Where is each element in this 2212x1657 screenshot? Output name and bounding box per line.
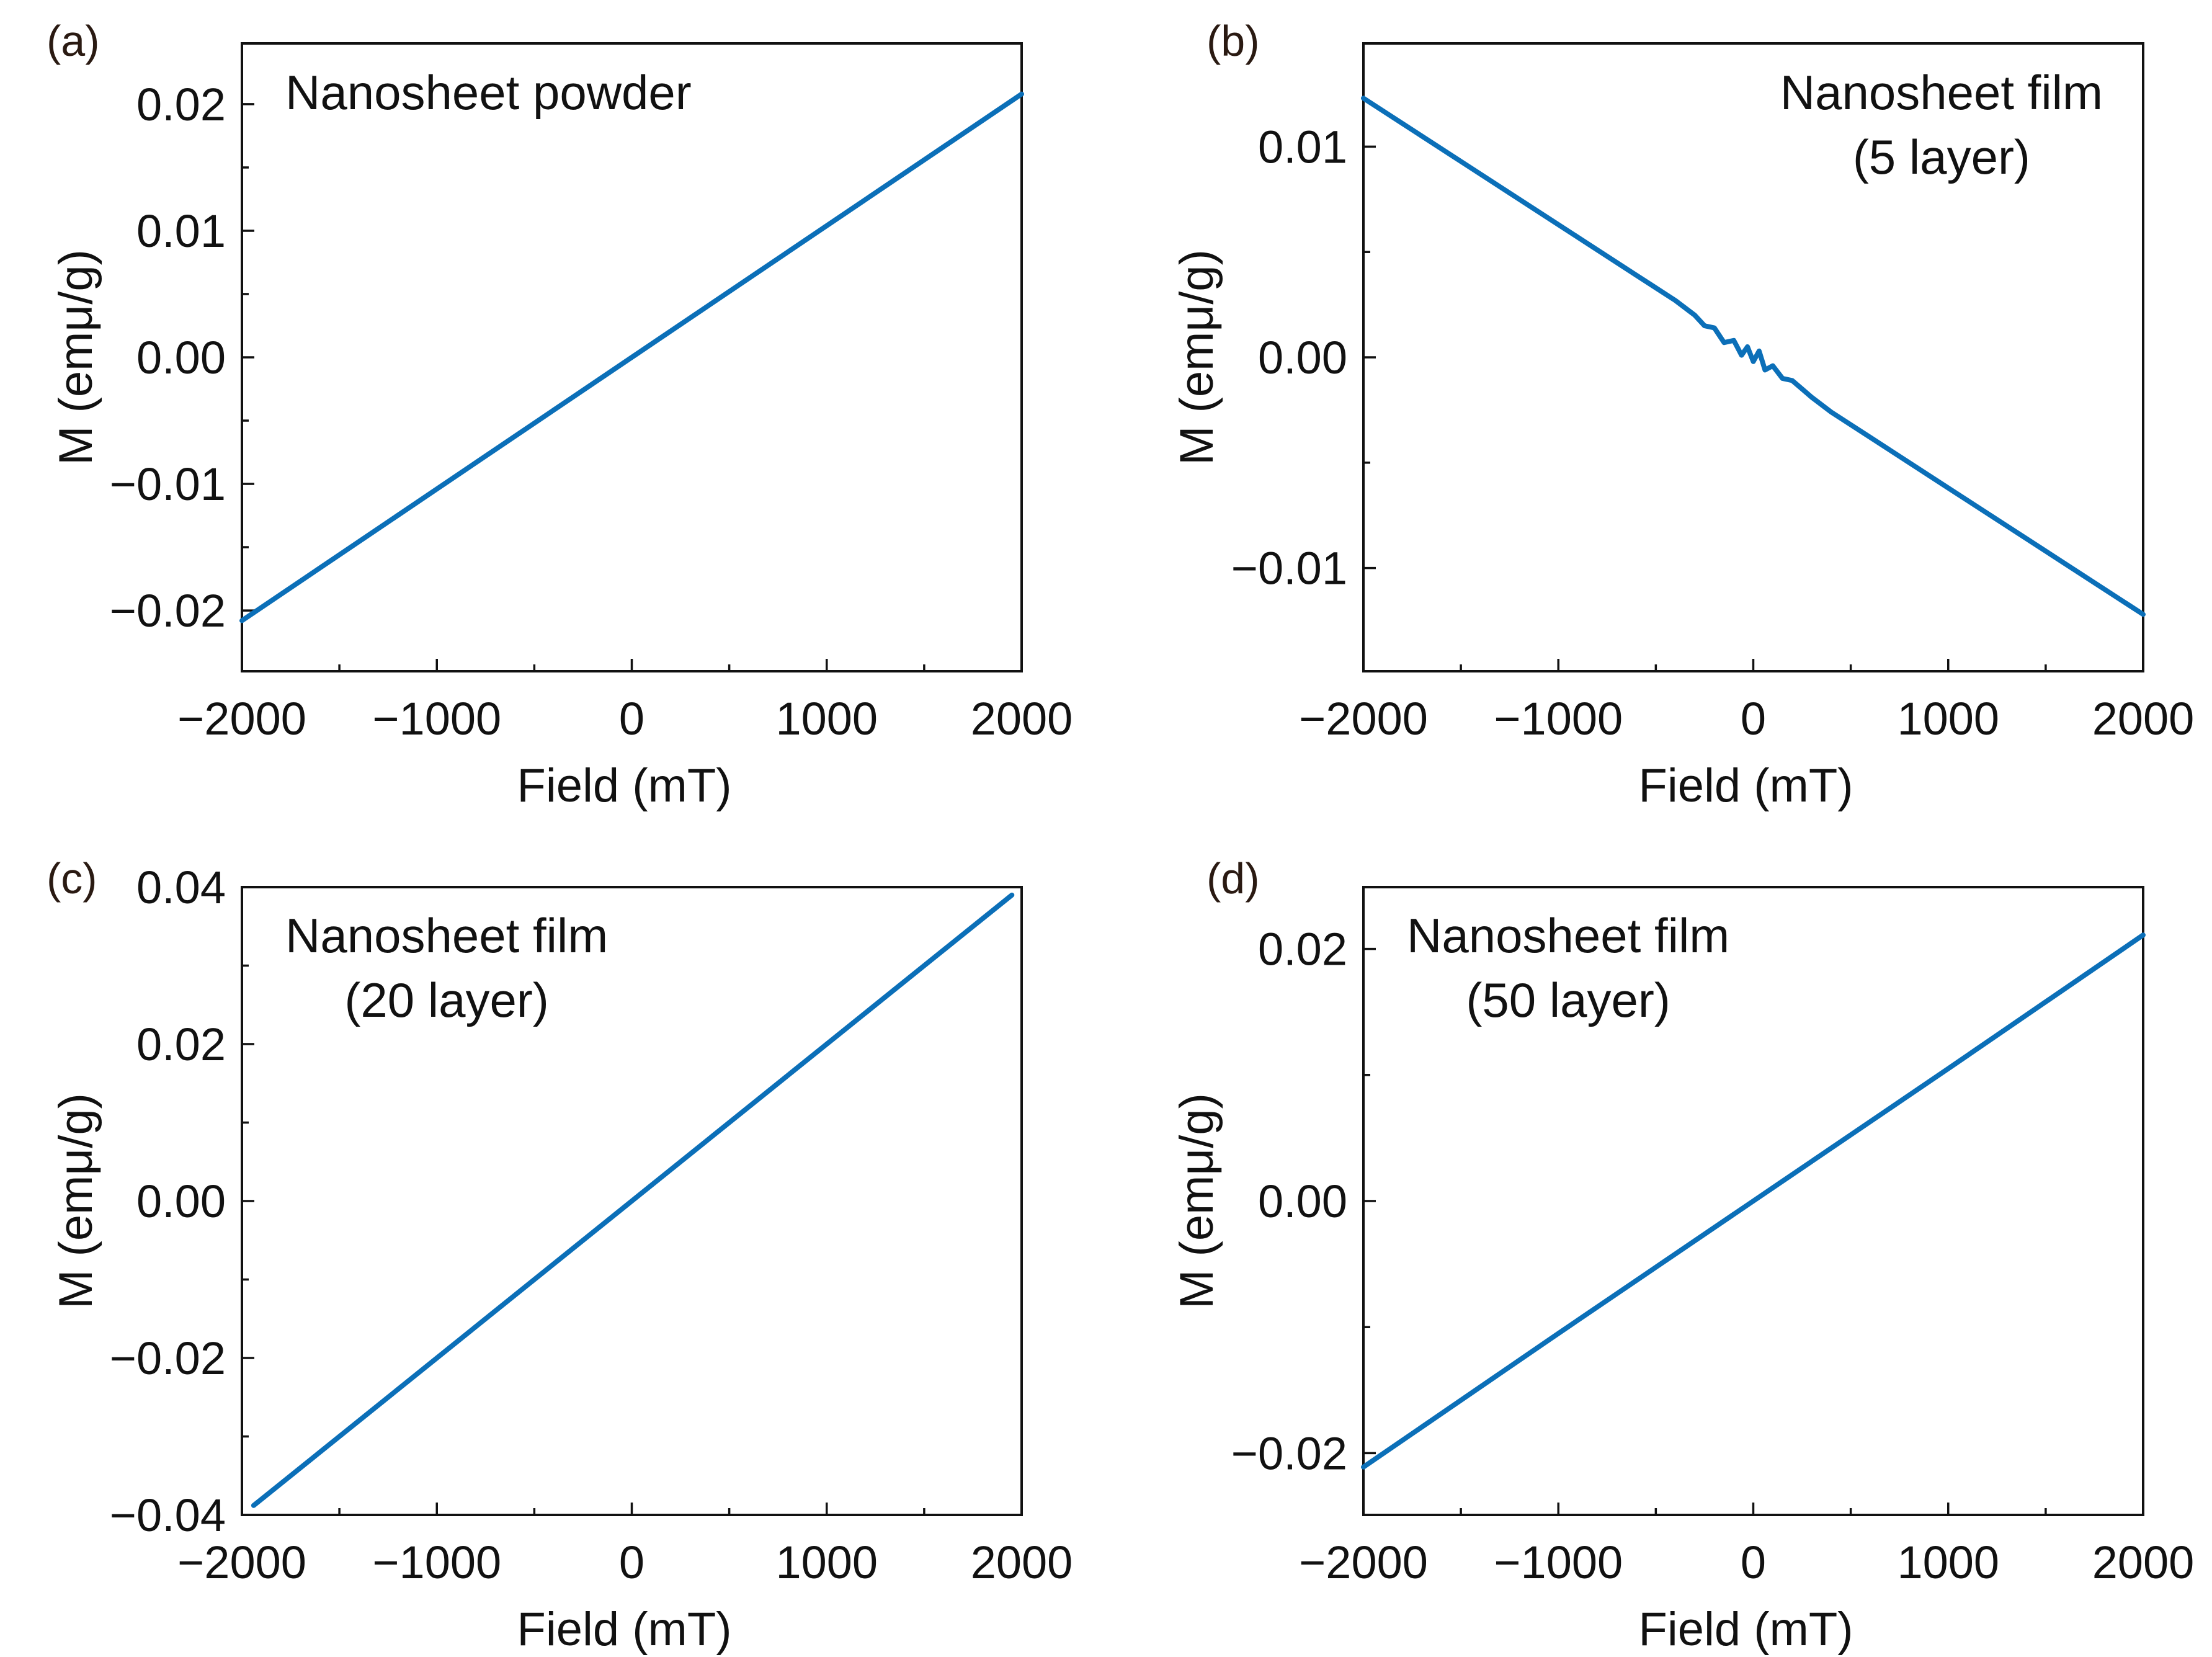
y-tick-label: −0.02	[110, 585, 226, 636]
y-tick-label: 0.01	[1258, 121, 1347, 172]
x-axis-label: Field (mT)	[517, 759, 731, 812]
x-tick-label: −2000	[1299, 693, 1428, 744]
annotation-line-1: (50 layer)	[1466, 973, 1670, 1027]
panel-b: (b) −2000 −1000 0 1000 2000 −0.01 0.00 0.01 Field…	[1171, 17, 2194, 812]
y-tick-label: 0.02	[136, 1019, 226, 1070]
x-tick-label: 2000	[971, 1537, 1073, 1588]
x-tick-label: 2000	[2092, 1537, 2195, 1588]
y-tick-label: 0.02	[1258, 924, 1347, 975]
x-tick-label: 2000	[2092, 693, 2195, 744]
y-tick-label: −0.02	[110, 1333, 226, 1384]
x-tick-label: 2000	[971, 693, 1073, 744]
x-tick-label: 0	[1741, 1537, 1766, 1588]
y-tick-label: 0.00	[136, 1176, 226, 1227]
y-tick-label: −0.01	[1231, 543, 1347, 594]
x-tick-label: 1000	[775, 693, 878, 744]
y-axis-label: M (emμ/g)	[1171, 1093, 1223, 1309]
y-tick-label: 0.04	[136, 862, 226, 913]
y-tick-label: 0.00	[1258, 1176, 1347, 1227]
y-tick-label: −0.04	[110, 1490, 226, 1541]
panel-a: (a) −2000 −1000 0 1000 2000 −0.02 −0.01 0.00 0.01…	[47, 17, 1073, 812]
annotation-line-0: Nanosheet film	[285, 908, 608, 963]
x-axis-label: Field (mT)	[517, 1603, 731, 1656]
x-tick-label: 0	[619, 1537, 644, 1588]
y-tick-label: −0.02	[1231, 1427, 1347, 1479]
x-tick-label: 0	[619, 693, 644, 744]
x-tick-label: −2000	[177, 1537, 306, 1588]
x-tick-label: −1000	[1494, 1537, 1623, 1588]
series-line	[239, 91, 1024, 623]
y-tick-label: 0.02	[136, 79, 226, 130]
panel-label: (d)	[1206, 854, 1260, 903]
series-line	[1361, 932, 2146, 1470]
x-tick-label: 1000	[1897, 1537, 1999, 1588]
panel-d: (d) −2000 −1000 0 1000 2000 −0.02 0.00 0.02 Field…	[1171, 854, 2194, 1656]
panel-label: (a)	[47, 17, 100, 65]
y-axis-label: M (emμ/g)	[50, 249, 102, 465]
x-tick-label: 1000	[775, 1537, 878, 1588]
x-tick-label: −2000	[1299, 1537, 1428, 1588]
x-tick-label: 1000	[1897, 693, 1999, 744]
y-tick-label: 0.00	[136, 332, 226, 383]
panel-label: (c)	[47, 854, 97, 903]
annotation-line-1: (20 layer)	[344, 973, 548, 1027]
x-axis-label: Field (mT)	[1638, 1603, 1853, 1656]
annotation-line-0: Nanosheet film	[1407, 908, 1729, 963]
series-line	[1361, 96, 2146, 617]
series-line	[251, 892, 1015, 1508]
annotation-line-0: Nanosheet film	[1780, 65, 2103, 120]
x-tick-label: −1000	[372, 1537, 501, 1588]
x-tick-label: −2000	[177, 693, 306, 744]
y-axis-label: M (emμ/g)	[50, 1093, 102, 1309]
panel-label: (b)	[1206, 17, 1260, 65]
panel-c: (c) −2000 −1000 0 1000 2000 −0.04 −0.02 0.00 0.02…	[47, 854, 1073, 1656]
y-axis-label: M (emμ/g)	[1171, 249, 1223, 465]
annotation-line-1: (5 layer)	[1853, 130, 2030, 184]
x-tick-label: −1000	[372, 693, 501, 744]
y-tick-label: 0.01	[136, 205, 226, 257]
y-tick-label: −0.01	[110, 458, 226, 510]
annotation-line-0: Nanosheet powder	[285, 65, 692, 120]
x-axis-label: Field (mT)	[1638, 759, 1853, 812]
y-tick-label: 0.00	[1258, 332, 1347, 383]
x-tick-label: −1000	[1494, 693, 1623, 744]
x-tick-label: 0	[1741, 693, 1766, 744]
